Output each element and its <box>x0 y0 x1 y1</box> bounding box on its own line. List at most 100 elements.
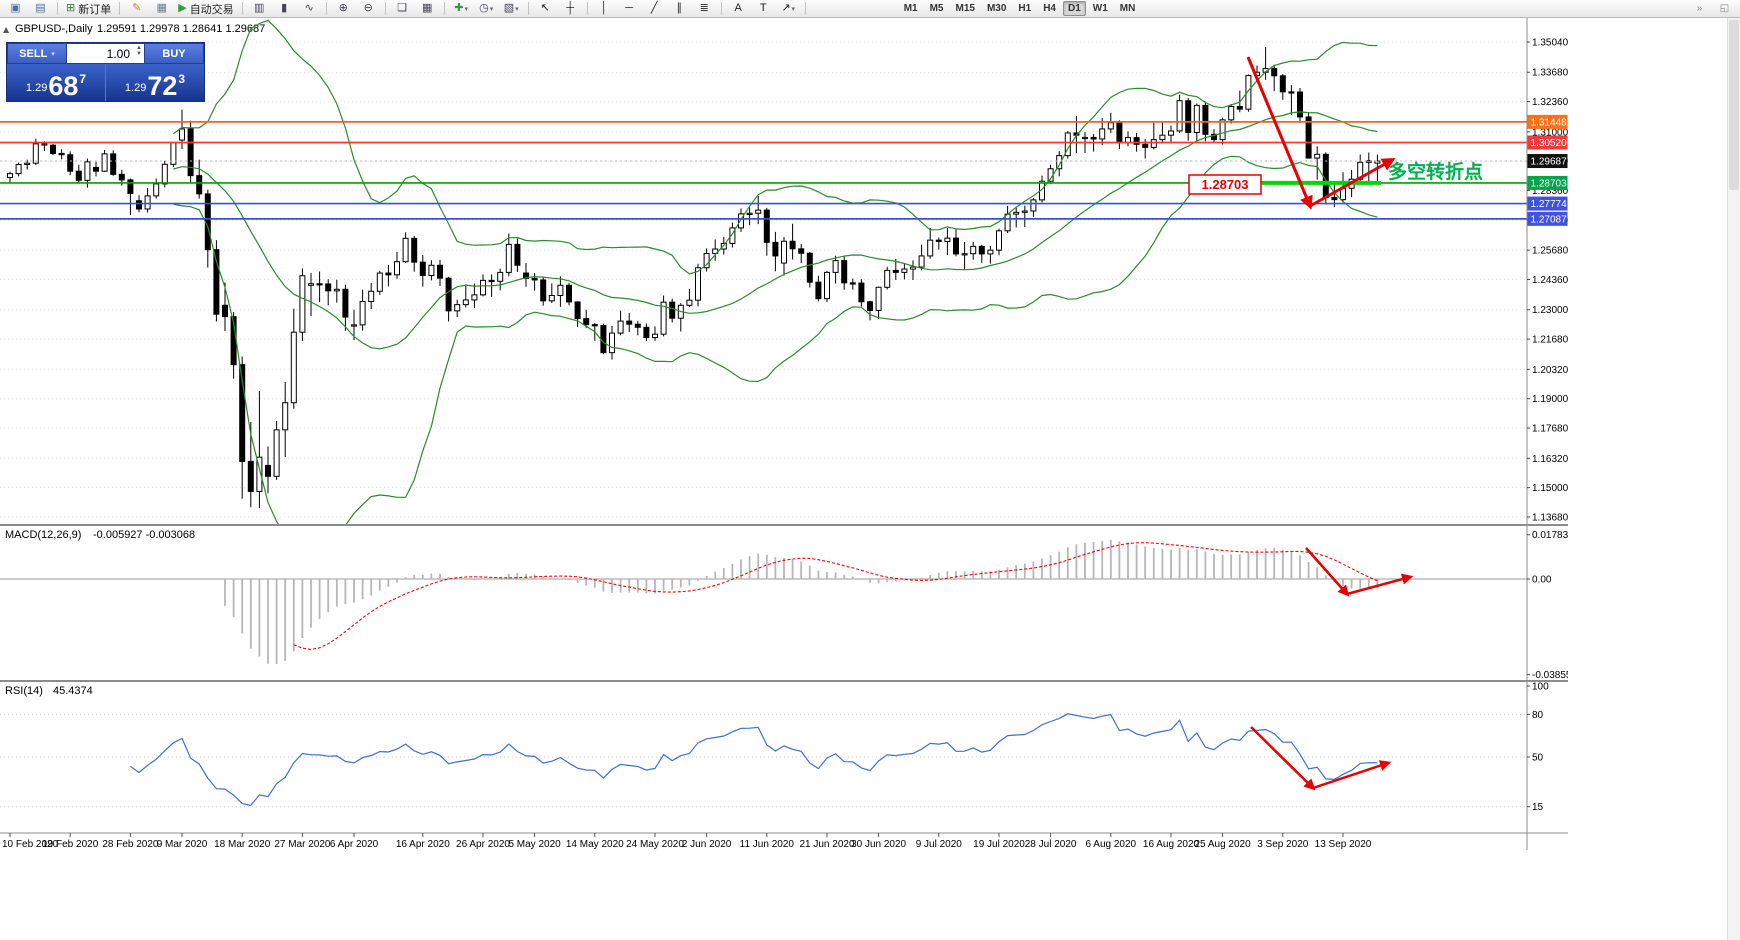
candle <box>935 239 942 242</box>
market-icon[interactable]: ▦ <box>150 0 173 18</box>
candlestick-chart-icon[interactable]: ▮ <box>273 0 296 18</box>
arrow-tools-icon[interactable]: ↗ ▾ <box>777 0 800 18</box>
sell-options-caret-icon[interactable]: ▾ <box>51 50 55 58</box>
price-tick-label: 1.13680 <box>1532 513 1568 524</box>
candle <box>368 290 375 303</box>
buy-button[interactable]: BUY <box>144 43 204 64</box>
new-chart-icon[interactable]: ▣ <box>4 0 27 18</box>
fibonacci-icon[interactable]: ≣ <box>693 0 716 18</box>
candle <box>265 464 271 477</box>
templates-icon[interactable]: ▧ ▾ <box>500 0 523 18</box>
toolbar-separator <box>384 2 386 15</box>
bar-chart-icon[interactable]: ▥ <box>248 0 271 18</box>
date-label: 24 May 2020 <box>626 839 684 850</box>
metaeditor-icon: ✎ <box>132 2 142 14</box>
arrange-windows-icon[interactable]: ▦ <box>416 0 439 18</box>
volume-spinner[interactable]: ▲ ▼ <box>136 45 142 57</box>
text-icon[interactable]: A <box>727 0 750 18</box>
level-price-callout[interactable] <box>1188 174 1262 195</box>
macd-indicator <box>0 539 1527 665</box>
period-button-m5[interactable]: M5 <box>929 3 944 14</box>
toolbar: ▣ ▤ ⊞ 新订单 ✎ ▦ ▶ 自动交易 ▥ ▮ ∿ ⊕ ⊖ ❏ ▦ ✚ ▾ ◷ ▾ ▧ ▾ ↖ ┼ │ ─ ╱ ∥ ≣ A T ↗ ▾ M1… <box>0 0 1740 18</box>
autotrading-icon: ▶ <box>178 2 187 14</box>
candle <box>41 143 48 146</box>
candle <box>462 299 469 306</box>
trendline-icon[interactable]: ╱ <box>643 0 666 18</box>
vertical-line-icon[interactable]: │ <box>593 0 616 18</box>
candle <box>824 271 830 300</box>
docking-icon[interactable]: ◱ <box>1719 2 1730 14</box>
crosshair-icon[interactable]: ┼ <box>559 0 582 18</box>
trend-arrow[interactable] <box>1312 760 1392 790</box>
volume-input[interactable]: 1.00 ▲ ▼ <box>67 43 144 64</box>
period-button-mn[interactable]: MN <box>1119 3 1136 14</box>
spin-up-icon[interactable]: ▲ <box>136 45 142 51</box>
candle <box>1176 100 1183 132</box>
trend-arrow[interactable] <box>1309 158 1396 208</box>
candle <box>849 282 856 285</box>
equidistant-channel-icon[interactable]: ∥ <box>668 0 691 18</box>
trend-arrow[interactable] <box>1250 726 1316 791</box>
candle <box>1185 100 1192 134</box>
horizontal-line-icon[interactable]: ─ <box>618 0 641 18</box>
buy-price-display[interactable]: 1.29 72 3 <box>106 64 204 101</box>
toolbar-separator <box>119 2 121 15</box>
timeframes-icon[interactable]: ◷ ▾ <box>475 0 498 18</box>
price-tick-label: 1.35040 <box>1532 38 1568 49</box>
candle <box>669 301 676 319</box>
trend-arrow[interactable] <box>1246 56 1313 210</box>
sell-price-display[interactable]: 1.29 68 7 <box>7 64 105 101</box>
volume-value: 1.00 <box>106 46 130 61</box>
zoom-in-icon[interactable]: ⊕ <box>332 0 355 18</box>
candle <box>686 299 693 306</box>
tile-windows-icon[interactable]: ❏ <box>391 0 414 18</box>
new-order-button[interactable]: ⊞ 新订单 <box>63 0 114 18</box>
rsi-scale-label: 100 <box>1532 682 1549 693</box>
horizontal-line-icon: ─ <box>625 2 634 14</box>
indicators-icon[interactable]: ✚ ▾ <box>450 0 473 18</box>
period-button-m15[interactable]: M15 <box>955 3 975 14</box>
candle <box>789 240 796 250</box>
candle <box>695 267 701 301</box>
vertical-scrollbar[interactable] <box>1727 18 1740 940</box>
period-button-w1[interactable]: W1 <box>1092 3 1108 14</box>
collapse-trade-panel-icon[interactable]: ▲ <box>3 25 10 34</box>
text-label-icon[interactable]: T <box>752 0 775 18</box>
period-button-h4[interactable]: H4 <box>1043 3 1056 14</box>
price-tick-label: 1.24360 <box>1532 275 1568 286</box>
templates-dropdown-icon[interactable]: ▾ <box>515 5 519 13</box>
indicators-icon: ✚ <box>454 2 464 14</box>
candle <box>953 237 959 255</box>
period-button-h1[interactable]: H1 <box>1018 3 1032 14</box>
period-button-d1[interactable]: D1 <box>1063 1 1086 16</box>
toolbar-overflow-icon[interactable]: » <box>1696 2 1703 14</box>
toolbar-separator <box>527 2 529 15</box>
candle <box>755 209 762 214</box>
zoom-out-icon[interactable]: ⊖ <box>357 0 380 18</box>
scrollbar-thumb[interactable] <box>1729 20 1739 190</box>
spin-down-icon[interactable]: ▼ <box>136 51 142 57</box>
arrow-tools-dropdown-icon[interactable]: ▾ <box>791 5 796 13</box>
buy-price-big: 72 <box>147 71 178 102</box>
chart-profiles-icon[interactable]: ▤ <box>29 0 52 18</box>
autotrading-button[interactable]: ▶ 自动交易 <box>175 0 236 18</box>
trend-arrow[interactable] <box>1346 573 1414 596</box>
timeframes-dropdown-icon[interactable]: ▾ <box>489 5 494 13</box>
candle <box>996 230 1002 251</box>
candle <box>497 271 504 282</box>
candle <box>394 261 400 276</box>
trend-arrow[interactable] <box>1305 547 1350 597</box>
period-button-m30[interactable]: M30 <box>986 3 1007 14</box>
indicators-dropdown-icon[interactable]: ▾ <box>464 5 469 13</box>
gbpusd-daily-chart[interactable]: ▲ GBPUSD-,Daily 1.29591 1.29978 1.28641 … <box>0 18 1568 850</box>
arrow-tools-icon: ↗ <box>781 2 791 14</box>
one-click-trading-panel: SELL ▾ 1.00 ▲ ▼ BUY 1.29 68 7 <box>6 42 205 102</box>
candle <box>1133 137 1140 145</box>
candle <box>772 241 779 257</box>
cursor-icon[interactable]: ↖ <box>534 0 557 18</box>
sell-button[interactable]: SELL ▾ <box>7 43 67 64</box>
metaeditor-icon[interactable]: ✎ <box>125 0 148 18</box>
price-level-badge <box>1527 196 1568 211</box>
period-button-m1[interactable]: M1 <box>903 3 918 14</box>
line-chart-icon[interactable]: ∿ <box>298 0 321 18</box>
